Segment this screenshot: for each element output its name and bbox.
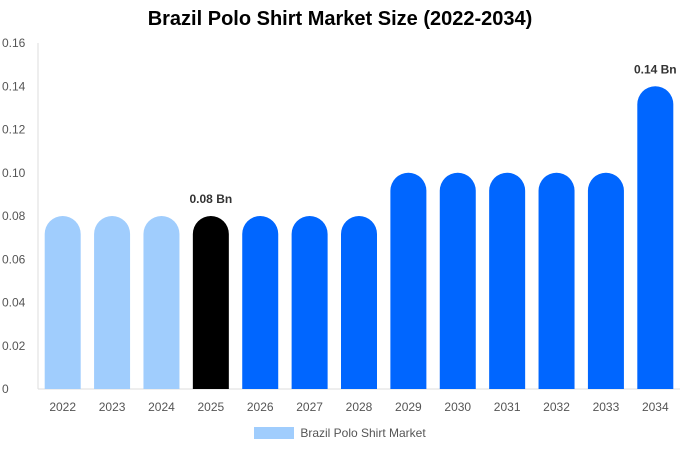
- y-tick-label: 0.12: [2, 123, 26, 137]
- data-label: 0.08 Bn: [190, 192, 233, 206]
- y-tick-label: 0.08: [2, 209, 26, 223]
- bar-2030[interactable]: [439, 172, 476, 389]
- bar-2033[interactable]: [587, 172, 624, 389]
- x-tick-label: 2031: [494, 400, 521, 414]
- bar-2028[interactable]: [341, 216, 377, 389]
- x-tick-label: 2027: [296, 400, 323, 414]
- bar-2027[interactable]: [291, 216, 328, 389]
- legend[interactable]: Brazil Polo Shirt Market: [0, 426, 680, 440]
- x-tick-label: 2026: [247, 400, 274, 414]
- x-tick-label: 2033: [593, 400, 620, 414]
- y-tick-label: 0.16: [2, 36, 26, 50]
- bar-2024[interactable]: [143, 216, 180, 389]
- y-tick-label: 0.04: [2, 296, 26, 310]
- x-tick-label: 2028: [346, 400, 373, 414]
- legend-swatch: [254, 427, 295, 439]
- data-label: 0.14 Bn: [634, 62, 677, 76]
- bar-2022[interactable]: [44, 216, 81, 389]
- bar-2026[interactable]: [242, 216, 279, 389]
- chart-title: Brazil Polo Shirt Market Size (2022-2034…: [147, 8, 533, 30]
- bar-2031[interactable]: [489, 172, 526, 389]
- bar-2034[interactable]: [637, 86, 674, 389]
- x-tick-label: 2032: [543, 400, 570, 414]
- x-tick-label: 2030: [444, 400, 471, 414]
- x-tick-label: 2022: [49, 400, 76, 414]
- x-tick-label: 2023: [99, 400, 126, 414]
- bar-2023[interactable]: [94, 216, 131, 389]
- x-tick-label: 2034: [642, 400, 669, 414]
- bar-2025[interactable]: [192, 216, 229, 389]
- y-tick-label: 0.06: [2, 252, 26, 266]
- y-tick-label: 0.02: [2, 339, 26, 353]
- y-tick-label: 0: [2, 382, 9, 396]
- legend-label: Brazil Polo Shirt Market: [300, 426, 426, 440]
- y-tick-label: 0.14: [2, 79, 26, 93]
- bar-2029[interactable]: [390, 172, 427, 389]
- bar-2032[interactable]: [538, 172, 575, 389]
- y-tick-label: 0.10: [2, 166, 26, 180]
- x-tick-label: 2025: [197, 400, 224, 414]
- x-tick-label: 2024: [148, 400, 175, 414]
- x-tick-label: 2029: [395, 400, 422, 414]
